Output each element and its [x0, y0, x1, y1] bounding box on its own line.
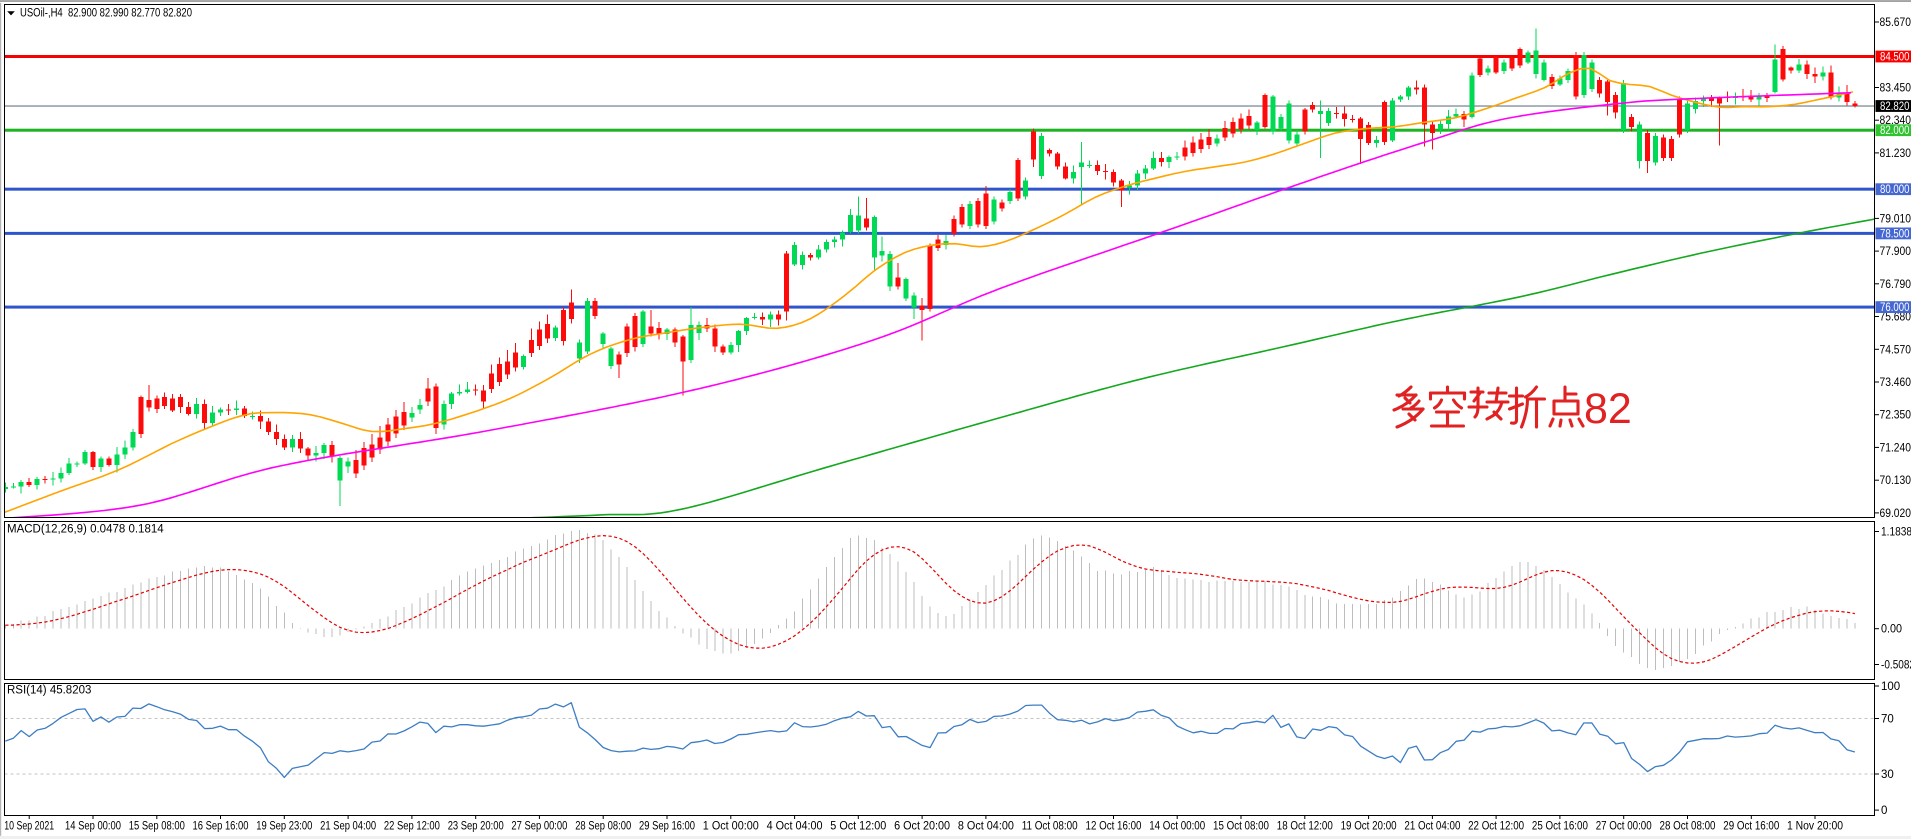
svg-text:100: 100 [1881, 681, 1900, 693]
svg-text:27 Oct 00:00: 27 Oct 00:00 [1596, 821, 1652, 833]
svg-text:73.460: 73.460 [1880, 377, 1911, 389]
svg-text:6 Oct 20:00: 6 Oct 20:00 [894, 821, 950, 833]
svg-text:28 Oct 08:00: 28 Oct 08:00 [1660, 821, 1716, 833]
svg-text:72.350: 72.350 [1880, 410, 1911, 422]
svg-text:82.340: 82.340 [1880, 115, 1911, 127]
svg-text:29 Oct 16:00: 29 Oct 16:00 [1723, 821, 1779, 833]
svg-text:82.820: 82.820 [1880, 101, 1910, 113]
svg-text:18 Oct 12:00: 18 Oct 12:00 [1277, 821, 1333, 833]
svg-text:19 Oct 20:00: 19 Oct 20:00 [1341, 821, 1397, 833]
svg-text:8 Oct 04:00: 8 Oct 04:00 [958, 821, 1014, 833]
svg-text:84.500: 84.500 [1880, 52, 1910, 64]
svg-text:76.000: 76.000 [1880, 302, 1910, 314]
svg-text:RSI(14) 45.8203: RSI(14) 45.8203 [7, 685, 91, 697]
svg-text:22 Oct 12:00: 22 Oct 12:00 [1468, 821, 1524, 833]
svg-text:11 Oct 08:00: 11 Oct 08:00 [1022, 821, 1078, 833]
svg-text:81.230: 81.230 [1880, 148, 1911, 160]
svg-text:1 Nov 20:00: 1 Nov 20:00 [1787, 821, 1843, 833]
svg-text:29 Sep 16:00: 29 Sep 16:00 [639, 821, 695, 833]
svg-text:16 Sep 16:00: 16 Sep 16:00 [193, 821, 249, 833]
svg-text:70.130: 70.130 [1880, 475, 1911, 487]
svg-text:85.670: 85.670 [1880, 17, 1911, 29]
svg-text:1.1838: 1.1838 [1881, 527, 1911, 539]
svg-text:82: 82 [1584, 385, 1632, 433]
svg-text:22 Sep 12:00: 22 Sep 12:00 [384, 821, 440, 833]
svg-text:0: 0 [1881, 805, 1887, 817]
svg-text:15 Sep 08:00: 15 Sep 08:00 [129, 821, 185, 833]
svg-text:25 Oct 16:00: 25 Oct 16:00 [1532, 821, 1588, 833]
svg-text:23 Sep 20:00: 23 Sep 20:00 [448, 821, 504, 833]
svg-text:69.020: 69.020 [1880, 508, 1911, 520]
svg-text:1 Oct 00:00: 1 Oct 00:00 [703, 821, 759, 833]
svg-text:4 Oct 04:00: 4 Oct 04:00 [767, 821, 823, 833]
svg-text:15 Oct 08:00: 15 Oct 08:00 [1213, 821, 1269, 833]
svg-text:19 Sep 23:00: 19 Sep 23:00 [256, 821, 312, 833]
svg-text:MACD(12,26,9) 0.0478 0.1814: MACD(12,26,9) 0.0478 0.1814 [7, 524, 164, 536]
svg-text:71.240: 71.240 [1880, 442, 1911, 454]
svg-text:12 Oct 16:00: 12 Oct 16:00 [1086, 821, 1142, 833]
svg-text:10 Sep 2021: 10 Sep 2021 [4, 821, 54, 833]
svg-text:21 Oct 04:00: 21 Oct 04:00 [1404, 821, 1460, 833]
svg-text:30: 30 [1881, 769, 1894, 781]
svg-text:14 Oct 00:00: 14 Oct 00:00 [1149, 821, 1205, 833]
svg-text:27 Sep 00:00: 27 Sep 00:00 [511, 821, 567, 833]
svg-text:21 Sep 04:00: 21 Sep 04:00 [320, 821, 376, 833]
svg-text:5 Oct 12:00: 5 Oct 12:00 [830, 821, 886, 833]
svg-text:74.570: 74.570 [1880, 344, 1911, 356]
svg-text:83.450: 83.450 [1880, 83, 1911, 95]
svg-text:75.680: 75.680 [1880, 312, 1911, 324]
svg-text:14 Sep 00:00: 14 Sep 00:00 [65, 821, 121, 833]
svg-text:78.500: 78.500 [1880, 228, 1910, 240]
svg-text:76.790: 76.790 [1880, 279, 1911, 291]
svg-text:70: 70 [1881, 714, 1894, 726]
svg-text:USOil-,H4 82.900 82.990 82.77: USOil-,H4 82.900 82.990 82.770 82.820 [20, 8, 192, 20]
svg-text:28 Sep 08:00: 28 Sep 08:00 [575, 821, 631, 833]
svg-text:82.000: 82.000 [1880, 125, 1910, 137]
svg-text:79.010: 79.010 [1880, 213, 1911, 225]
svg-text:77.900: 77.900 [1880, 246, 1911, 258]
svg-text:0.00: 0.00 [1881, 624, 1902, 636]
svg-text:80.000: 80.000 [1880, 184, 1910, 196]
